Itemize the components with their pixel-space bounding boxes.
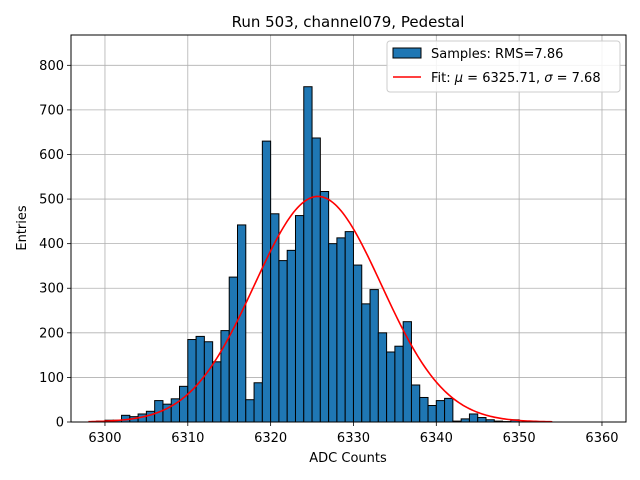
histogram-bar (179, 385, 189, 423)
histogram-bar (261, 140, 272, 423)
y-tick-label: 100 (39, 371, 64, 386)
fit-curve (88, 195, 553, 423)
histogram-bar (245, 399, 255, 423)
histogram-bars (96, 86, 520, 423)
histogram-bar (444, 397, 454, 423)
histogram-bar (212, 361, 222, 423)
histogram-bar (311, 137, 321, 423)
y-tick-label: 500 (39, 193, 64, 208)
legend: Samples: RMS=7.86 Fit: μ = 6325.71, σ = … (386, 40, 621, 93)
histogram-bar (294, 215, 305, 423)
histogram-bar (435, 400, 446, 423)
histogram-bar (328, 243, 338, 423)
histogram-bar (228, 276, 238, 423)
y-tick-label: 0 (56, 416, 64, 431)
histogram-bar (427, 405, 437, 423)
histogram-bar (336, 237, 346, 423)
y-tick-label: 300 (39, 282, 64, 297)
histogram-bar (303, 86, 313, 423)
y-tick-label: 700 (39, 103, 64, 118)
y-axis-ticks: 0 100 200 300 400 500 600 700 800 (39, 59, 71, 431)
y-axis-label: Entries (15, 205, 30, 251)
x-axis-label: ADC Counts (309, 451, 387, 466)
histogram-bar (477, 417, 487, 423)
plot-frame (70, 34, 627, 423)
histogram-bar (319, 190, 330, 423)
x-axis-ticks: 6300 6310 6320 6330 6340 6350 6360 (88, 422, 619, 446)
histogram-bar (237, 224, 247, 423)
histogram-bar (361, 303, 371, 423)
histogram-bar (187, 339, 197, 423)
histogram-bar (270, 213, 280, 423)
histogram-bar (352, 264, 363, 423)
x-tick-label: 6360 (585, 431, 618, 446)
histogram-bar (386, 351, 396, 423)
legend-box (386, 40, 621, 93)
legend-mu-symbol: μ (454, 71, 463, 86)
histogram-bar (286, 249, 296, 423)
x-tick-label: 6300 (88, 431, 121, 446)
histogram-bar (410, 384, 421, 423)
histogram-bar (377, 332, 388, 423)
histogram-bar (344, 231, 354, 423)
histogram-bar (253, 382, 263, 423)
histogram-bar (145, 410, 156, 423)
x-tick-label: 6350 (503, 431, 536, 446)
y-tick-label: 200 (39, 326, 64, 341)
legend-swatch-samples (392, 47, 422, 59)
y-tick-label: 600 (39, 148, 64, 163)
histogram-bar (203, 341, 214, 423)
histogram-bar (419, 396, 429, 423)
legend-label-fit: Fit: μ = 6325.71, σ = 7.68 (431, 71, 601, 86)
x-tick-label: 6310 (171, 431, 204, 446)
legend-mu-value: = 6325.71, (463, 71, 544, 86)
x-tick-label: 6320 (254, 431, 287, 446)
x-tick-label: 6330 (337, 431, 370, 446)
histogram-bar (394, 345, 404, 423)
legend-label-samples: Samples: RMS=7.86 (431, 47, 563, 62)
histogram-bar (468, 413, 479, 423)
legend-sigma-symbol: σ (544, 71, 553, 86)
histogram-bar (278, 260, 288, 423)
y-tick-label: 400 (39, 237, 64, 252)
chart-title: Run 503, channel079, Pedestal (232, 13, 465, 31)
histogram-bar (369, 289, 379, 423)
histogram-bar (195, 335, 205, 423)
legend-fit-prefix: Fit: (431, 71, 455, 86)
y-tick-label: 800 (39, 59, 64, 74)
x-tick-label: 6340 (420, 431, 453, 446)
legend-sigma-value: = 7.68 (552, 71, 600, 86)
